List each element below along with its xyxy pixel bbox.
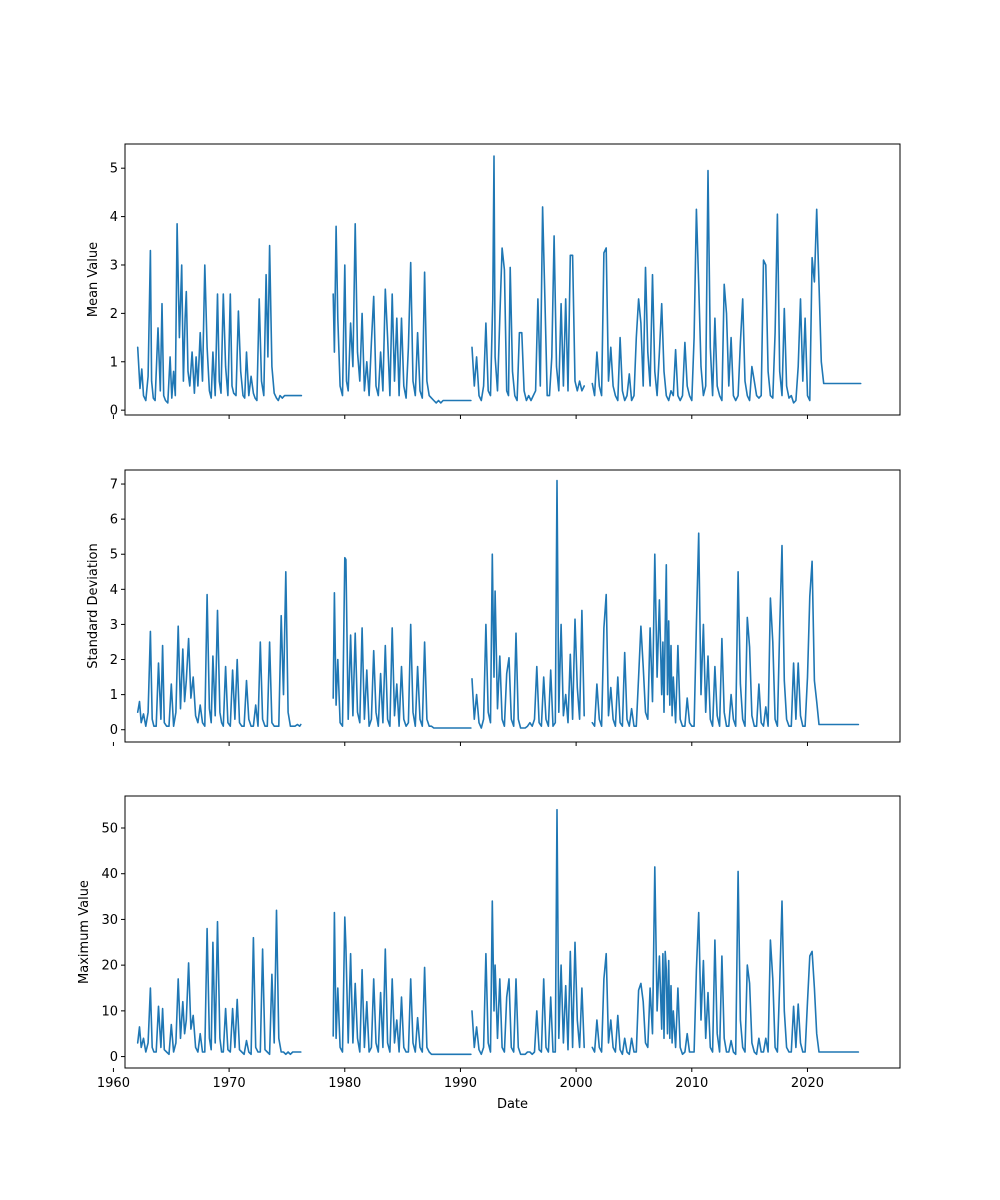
maximum-value-series: [136, 808, 860, 1056]
standard-deviation-y-tick-label: 4: [110, 583, 118, 598]
mean-value-series-segment-4: [591, 169, 862, 404]
maximum-value-y-tick-label: 10: [101, 1004, 118, 1019]
mean-value-series: [136, 155, 862, 404]
maximum-value-x-tick-label: 1990: [444, 1076, 477, 1091]
maximum-value-y-tick-label: 50: [101, 822, 118, 837]
maximum-value-series-segment-2: [332, 911, 472, 1056]
standard-deviation-y-axis-label: Standard Deviation: [86, 543, 101, 668]
mean-value-plot-frame: [124, 143, 901, 416]
mean-value-y-tick-label: 0: [110, 404, 118, 419]
maximum-value-y-tick-label: 30: [101, 913, 118, 928]
standard-deviation-series: [136, 479, 860, 729]
standard-deviation-plot-frame: [124, 469, 901, 743]
mean-value-y-tick-label: 2: [110, 307, 118, 322]
maximum-value-axes-ticks: 0 10 20 30 40 50 1960 1970 1980 1990 2000 2010 2020: [97, 822, 824, 1092]
standard-deviation-axes-ticks: 0 1 2 3 4 5 6 7: [110, 478, 808, 746]
standard-deviation-y-tick-label: 2: [110, 653, 118, 668]
standard-deviation-y-tick-label: 5: [110, 548, 118, 563]
maximum-value-y-axis-label: Maximum Value: [77, 880, 92, 984]
maximum-value-y-tick-label: 0: [110, 1050, 118, 1065]
standard-deviation-series-segment-2: [332, 556, 472, 729]
maximum-value-y-tick-label: 20: [101, 959, 118, 974]
maximum-value-x-tick-label: 1960: [97, 1076, 130, 1091]
standard-deviation-y-tick-label: 7: [110, 478, 118, 493]
mean-value-series-segment-3: [471, 155, 586, 402]
mean-value-y-tick-label: 4: [110, 210, 118, 225]
maximum-value-series-segment-3: [471, 808, 586, 1056]
standard-deviation-series-segment-3: [471, 479, 586, 729]
mean-value-y-axis-label: Mean Value: [86, 242, 101, 317]
standard-deviation-y-tick-label: 1: [110, 688, 118, 703]
maximum-value-series-segment-4: [591, 866, 860, 1056]
date-x-axis-label: Date: [497, 1097, 528, 1112]
mean-value-panel: 0 1 2 3 4 5 Mean Value: [86, 143, 901, 419]
mean-value-y-tick-label: 1: [110, 355, 118, 370]
mean-value-y-tick-label: 3: [110, 258, 118, 273]
standard-deviation-y-tick-label: 3: [110, 618, 118, 633]
maximum-value-x-tick-label: 2020: [791, 1076, 824, 1091]
maximum-value-y-tick-label: 40: [101, 867, 118, 882]
maximum-value-x-tick-label: 2000: [560, 1076, 593, 1091]
maximum-value-series-segment-1: [136, 909, 302, 1056]
standard-deviation-panel: 0 1 2 3 4 5 6 7 Standard Deviation: [86, 469, 901, 746]
mean-value-y-tick-label: 5: [110, 162, 118, 177]
maximum-value-x-tick-label: 1970: [213, 1076, 246, 1091]
mean-value-axes-ticks: 0 1 2 3 4 5: [110, 162, 808, 419]
maximum-value-x-tick-label: 2010: [675, 1076, 708, 1091]
maximum-value-x-tick-label: 1980: [328, 1076, 361, 1091]
maximum-value-plot-frame: [124, 795, 901, 1069]
standard-deviation-series-segment-4: [591, 532, 860, 728]
mean-value-series-segment-2: [332, 223, 472, 404]
standard-deviation-series-segment-1: [136, 570, 302, 728]
mean-value-series-segment-1: [136, 223, 303, 404]
standard-deviation-y-tick-label: 6: [110, 513, 118, 528]
standard-deviation-y-tick-label: 0: [110, 723, 118, 738]
